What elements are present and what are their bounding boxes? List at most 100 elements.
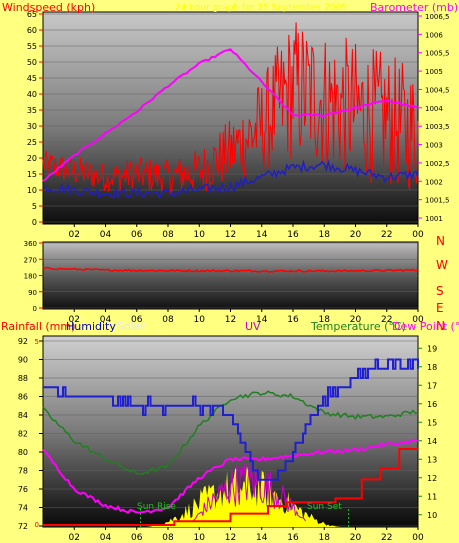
wind-direction-grid [43, 242, 418, 309]
temperature-y-tick-label: 13 [427, 455, 437, 464]
direction-y-tick-label: 360 [24, 240, 37, 248]
humidity-y-tick-label: 82 [18, 430, 28, 439]
rainfall-legend: Rainfall (mm) [1, 320, 75, 333]
baro-y-tick-label: 1001,5 [425, 197, 450, 205]
direction-x-tick-label: 04 [100, 315, 112, 325]
temperature-y-tick-label: 11 [427, 492, 437, 501]
baro-y-tick-label: 1003 [425, 142, 443, 150]
wind-x-tick-label: 16 [287, 230, 299, 240]
direction-x-tick-label: 02 [69, 315, 80, 325]
direction-x-tick-label: 16 [287, 315, 299, 325]
windspeed-title: Windspeed (kph) [2, 1, 95, 14]
wind-x-tick-label: 12 [225, 230, 236, 240]
direction-x-tick-label: 20 [350, 315, 362, 325]
temperature-y-tick-label: 18 [427, 363, 437, 372]
direction-x-tick-label: 06 [131, 315, 143, 325]
wind-x-tick-label: 20 [350, 230, 362, 240]
wind-y-tick-label: 5 [32, 202, 37, 211]
temperature-y-tick-label: 10 [427, 511, 437, 520]
temperature-y-tick-label: 12 [427, 474, 437, 483]
temp-x-tick-label: 10 [194, 533, 206, 543]
baro-y-tick-label: 1002,5 [425, 160, 450, 168]
direction-x-tick-label: 22 [381, 315, 392, 325]
average-wind-series [42, 159, 419, 200]
wind-y-tick-label: 55 [27, 42, 37, 51]
temperature-y-tick-label: 16 [427, 400, 437, 409]
rainfall-scale-tick: 5 [35, 338, 39, 346]
wind-x-tick-label: 06 [131, 230, 143, 240]
wind-x-tick-label: 04 [100, 230, 112, 240]
baro-y-tick-label: 1004 [425, 105, 443, 113]
solar-area [144, 466, 343, 527]
humidity-y-tick-label: 80 [18, 448, 28, 457]
baro-y-tick-label: 1001 [425, 215, 443, 223]
humidity-legend: Humidity [66, 320, 116, 333]
wind-y-tick-label: 25 [27, 138, 37, 147]
wind-y-tick-label: 40 [27, 90, 37, 99]
humidity-y-tick-label: 84 [18, 411, 28, 420]
baro-y-tick-label: 1003,5 [425, 123, 450, 131]
wind-x-tick-label: 08 [162, 230, 174, 240]
wind-direction-series [42, 266, 419, 273]
baro-y-tick-label: 1006,5 [425, 13, 450, 21]
wind-baro-plot-area [42, 11, 419, 225]
wind-baro-axes: 0510152025303540455055606510011001,51002… [27, 10, 450, 240]
temp-x-tick-label: 16 [287, 533, 299, 543]
wind-x-tick-label: 14 [256, 230, 268, 240]
temperature-legend: Temperature (°C) [310, 320, 406, 333]
temp-humidity-series [42, 358, 419, 527]
wind-y-tick-label: 0 [32, 218, 37, 227]
wind-y-tick-label: 45 [27, 74, 37, 83]
temp-x-tick-label: 20 [350, 533, 362, 543]
humidity-series [43, 358, 419, 481]
wind-x-tick-label: 18 [319, 230, 331, 240]
humidity-y-tick-label: 76 [18, 485, 28, 494]
wind-y-tick-label: 50 [27, 58, 37, 67]
dewpoint-series [42, 438, 419, 514]
uv-series [192, 463, 306, 522]
direction-x-tick-label: 08 [162, 315, 174, 325]
humidity-y-tick-label: 72 [18, 522, 28, 531]
temp-x-tick-label: 12 [225, 533, 236, 543]
wind-x-tick-label: 22 [381, 230, 392, 240]
windspeed-series [42, 22, 419, 195]
baro-y-tick-label: 1005,5 [425, 50, 450, 58]
wind-x-tick-label: 02 [69, 230, 80, 240]
baro-y-tick-label: 1005 [425, 68, 443, 76]
temp-x-tick-label: 22 [381, 533, 392, 543]
direction-y-tick-label: 270 [24, 256, 37, 264]
temperature-y-tick-label: 19 [427, 344, 437, 353]
direction-x-tick-label: 10 [194, 315, 206, 325]
temp-x-tick-label: 18 [319, 533, 331, 543]
uv-legend: UV [245, 320, 261, 333]
wind-baro-series [42, 22, 419, 200]
temp-x-tick-label: 14 [256, 533, 268, 543]
compass-label: N [436, 319, 445, 333]
solar-legend: Solar [117, 320, 146, 333]
rainfall-zero-tick: 0 [35, 521, 39, 529]
temp-x-tick-label: 00 [412, 533, 424, 543]
sunrise-label: Sun Rise [137, 502, 176, 512]
dewpoint-legend: Dew Point (°C) [392, 320, 459, 333]
humidity-y-tick-label: 88 [18, 374, 28, 383]
temperature-y-tick-label: 17 [427, 381, 437, 390]
baro-y-tick-label: 1004,5 [425, 86, 450, 94]
temperature-series [42, 390, 419, 476]
humidity-y-tick-label: 78 [18, 467, 28, 476]
direction-y-tick-label: 180 [24, 273, 37, 281]
temp-humidity-axes: 72 74 76 78 80 82 84 86 88 90 92 10 11 12 13 14 15 16 17 18… [18, 337, 437, 543]
wind-y-tick-label: 35 [27, 106, 37, 115]
direction-y-tick-label: 0 [33, 305, 37, 313]
direction-x-tick-label: 00 [412, 315, 424, 325]
humidity-y-tick-label: 86 [18, 393, 28, 402]
direction-x-tick-label: 14 [256, 315, 268, 325]
humidity-y-tick-label: 74 [18, 504, 28, 513]
direction-y-tick-label: 90 [28, 289, 37, 297]
compass-label: W [436, 258, 448, 272]
wind-y-tick-label: 10 [27, 186, 37, 195]
humidity-y-tick-label: 90 [18, 356, 28, 365]
direction-x-tick-label: 18 [319, 315, 331, 325]
wind-y-tick-label: 30 [27, 122, 37, 131]
barometer-series [42, 48, 419, 182]
